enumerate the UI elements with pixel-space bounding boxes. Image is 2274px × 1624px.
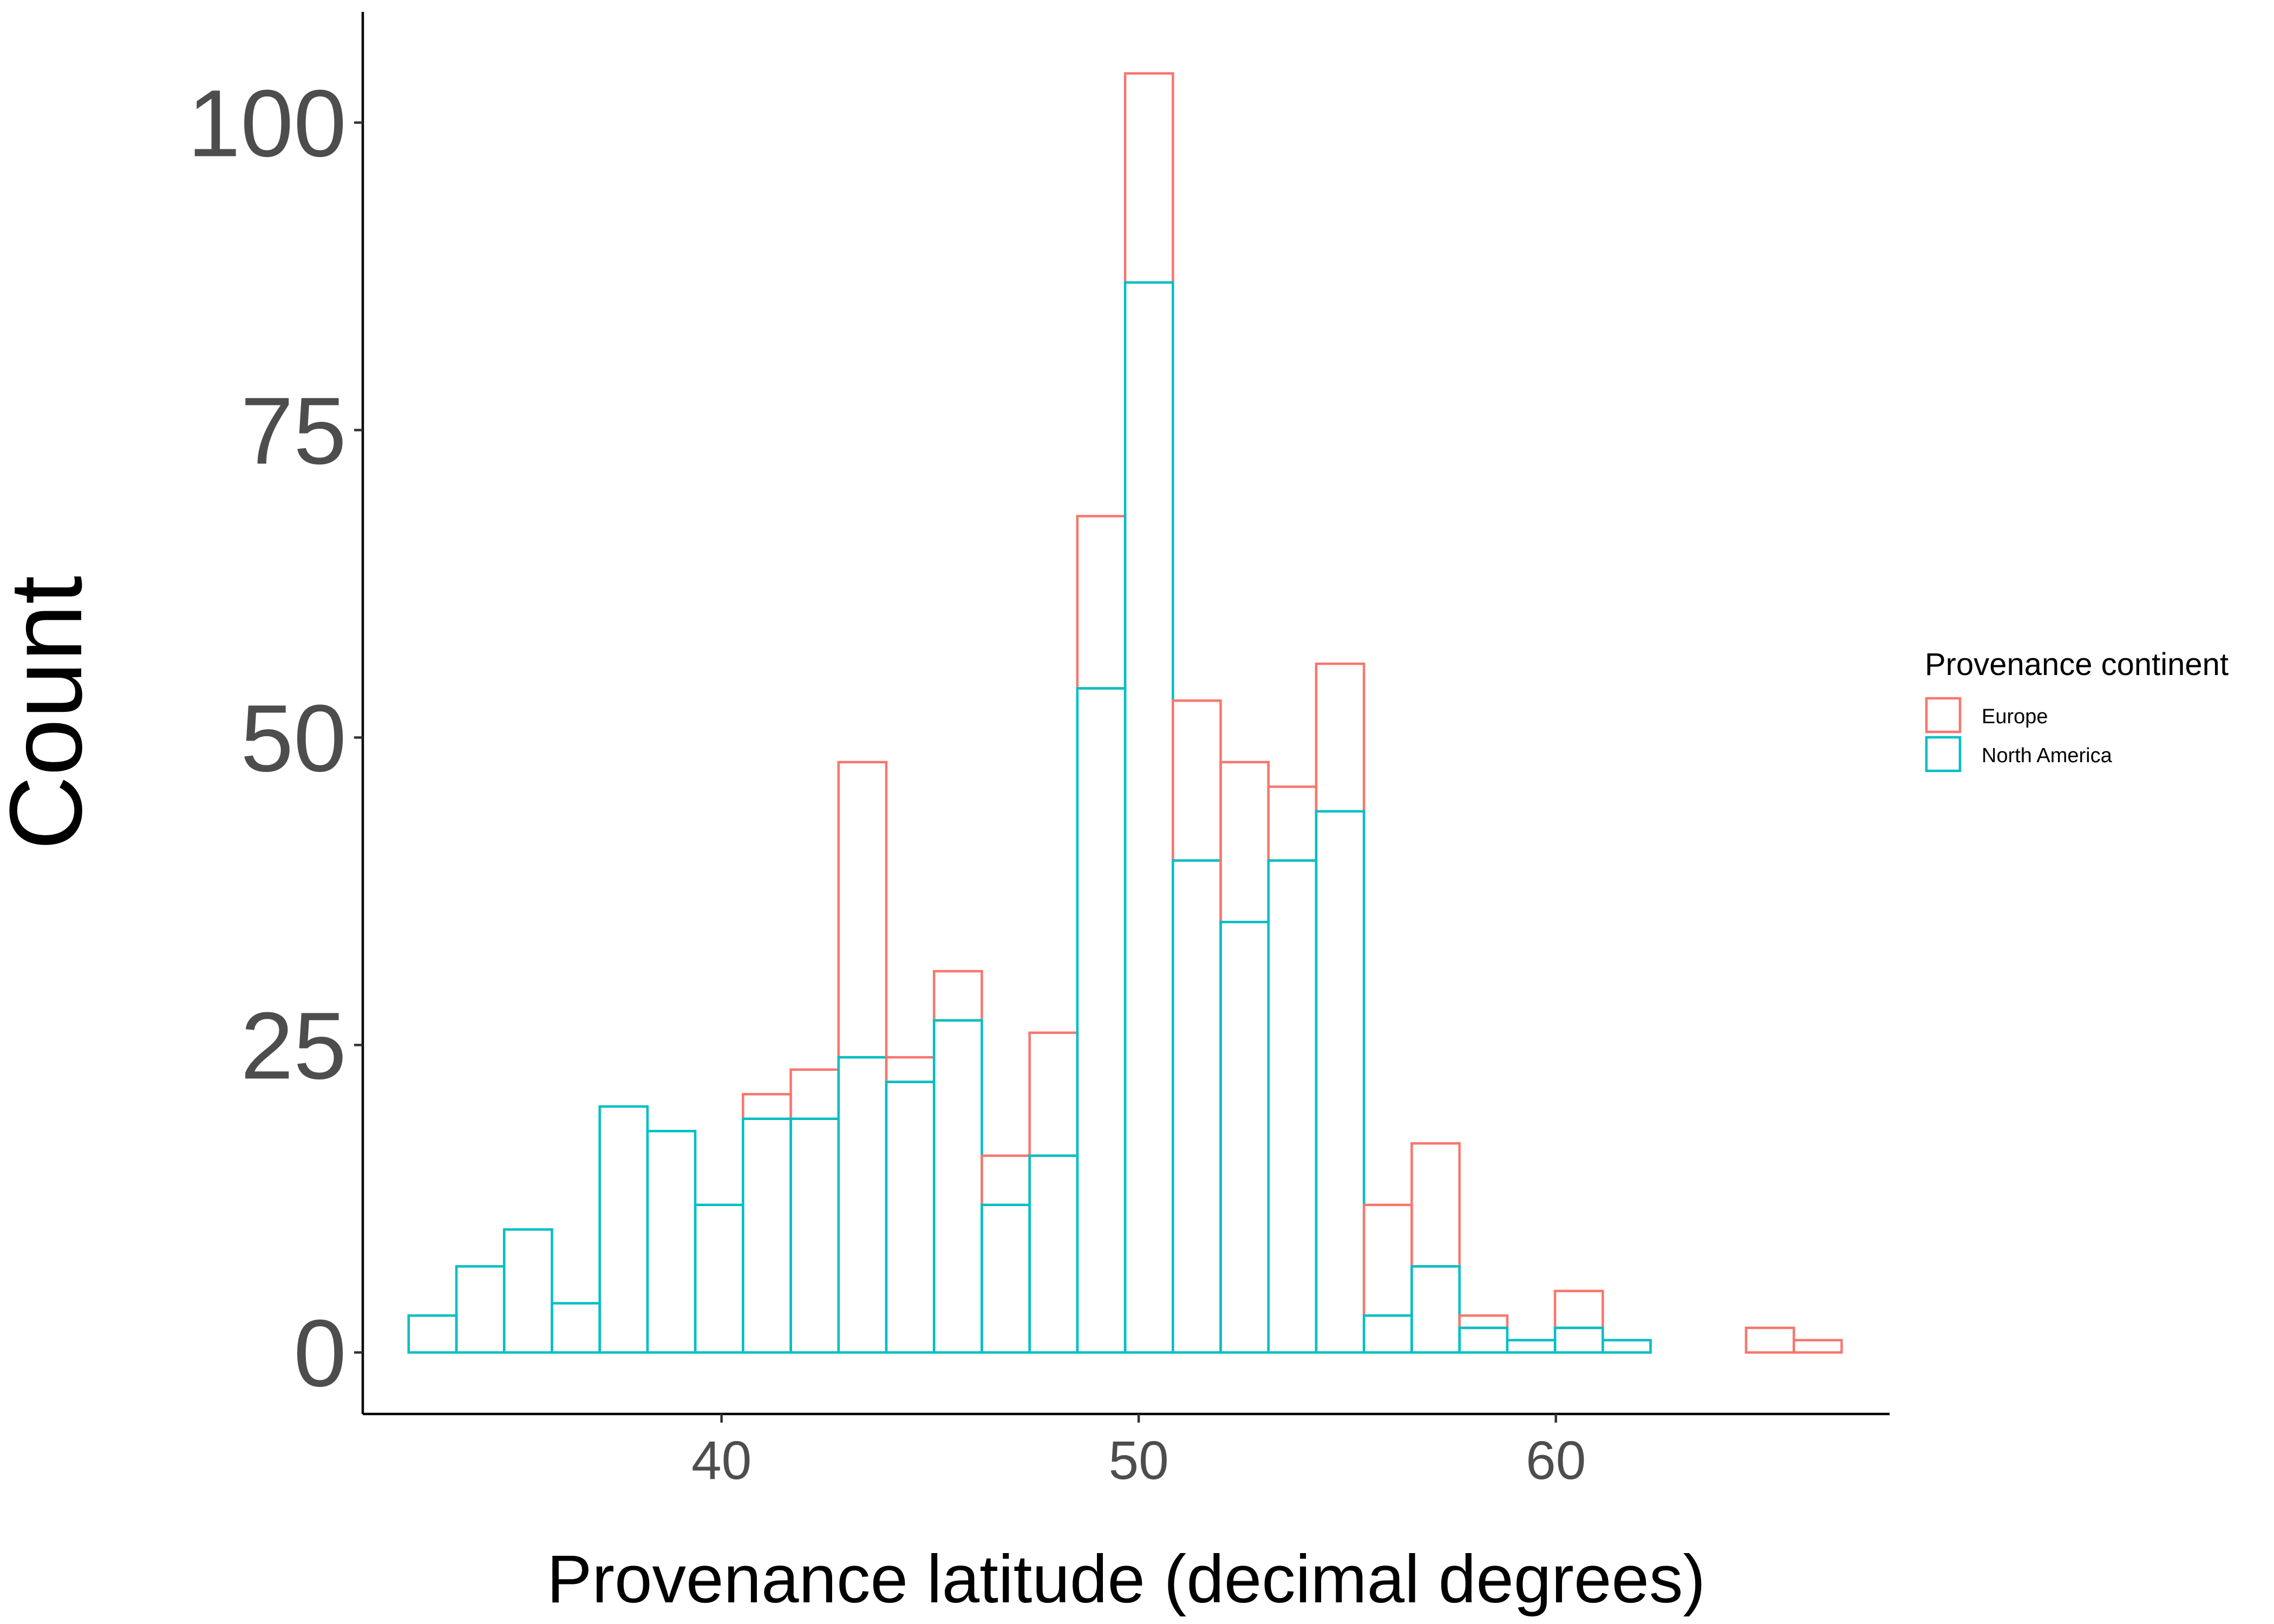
y-axis-title: Count (0, 575, 103, 850)
y-tick-label: 100 (187, 70, 347, 176)
bar-north-america (885, 1081, 936, 1354)
legend-swatch (1925, 697, 1962, 734)
bar-north-america (407, 1314, 458, 1354)
bar-europe (1219, 761, 1270, 924)
bar-europe (1172, 699, 1222, 862)
bar-north-america (742, 1117, 792, 1354)
bar-north-america (1362, 1314, 1413, 1354)
bar-europe (1410, 1142, 1461, 1268)
legend-label: North America (1982, 744, 2113, 767)
bar-europe (1315, 662, 1365, 813)
bar-north-america (1506, 1339, 1557, 1354)
bar-europe (981, 1154, 1031, 1207)
bar-europe (1553, 1289, 1604, 1330)
bar-europe (789, 1068, 840, 1120)
bar-north-america (551, 1302, 601, 1354)
bar-north-america (1219, 920, 1270, 1354)
bar-north-america (837, 1056, 888, 1354)
x-ticks: 40 50 60 (691, 1414, 1586, 1491)
bar-north-america (1410, 1265, 1461, 1354)
bar-north-america (646, 1130, 697, 1354)
bar-europe (932, 970, 983, 1022)
x-tick-label: 40 (691, 1430, 752, 1491)
bar-north-america (1123, 281, 1174, 1354)
bar-north-america (694, 1203, 744, 1354)
legend: Provenance continent Europe North America (1925, 647, 2229, 772)
bar-europe (1744, 1326, 1795, 1354)
bar-europe (1123, 72, 1174, 284)
bar-north-america (455, 1265, 506, 1354)
bar-europe (742, 1093, 792, 1120)
bar-north-america (1172, 859, 1222, 1354)
bar-europe (1792, 1339, 1843, 1354)
y-tick-label: 0 (293, 1300, 347, 1406)
bar-north-america (502, 1228, 553, 1354)
bar-europe (1362, 1203, 1413, 1317)
bar-europe (837, 761, 888, 1059)
legend-items: Europe North America (1925, 697, 2113, 772)
bar-north-america (1028, 1154, 1079, 1354)
bar-north-america (981, 1203, 1031, 1354)
bar-europe (1076, 515, 1127, 690)
x-tick-label: 60 (1526, 1430, 1586, 1491)
bar-europe (1458, 1314, 1509, 1330)
axes-layer (361, 12, 1890, 1416)
bar-north-america (1553, 1326, 1604, 1354)
bar-europe (885, 1056, 936, 1083)
y-tick-label: 25 (240, 993, 347, 1099)
legend-swatch (1925, 736, 1962, 772)
bar-north-america (932, 1019, 983, 1354)
x-axis-title: Provenance latitude (decimal degrees) (547, 1542, 1706, 1617)
bar-north-america (1076, 687, 1127, 1354)
y-ticks: 0 25 50 75 100 (187, 70, 363, 1406)
bar-north-america (1315, 810, 1365, 1354)
y-tick-label: 75 (240, 378, 347, 484)
x-tick-label: 50 (1108, 1430, 1168, 1491)
y-tick-label: 50 (240, 685, 347, 791)
bar-north-america (598, 1105, 649, 1354)
legend-title: Provenance continent (1925, 647, 2229, 682)
bar-europe (1028, 1031, 1079, 1157)
bar-north-america (1267, 859, 1318, 1354)
bars-layer (407, 72, 1843, 1354)
bar-north-america (1458, 1326, 1509, 1354)
bar-europe (1267, 785, 1318, 862)
legend-label: Europe (1982, 705, 2048, 728)
bar-north-america (1602, 1339, 1652, 1354)
bar-north-america (789, 1117, 840, 1354)
